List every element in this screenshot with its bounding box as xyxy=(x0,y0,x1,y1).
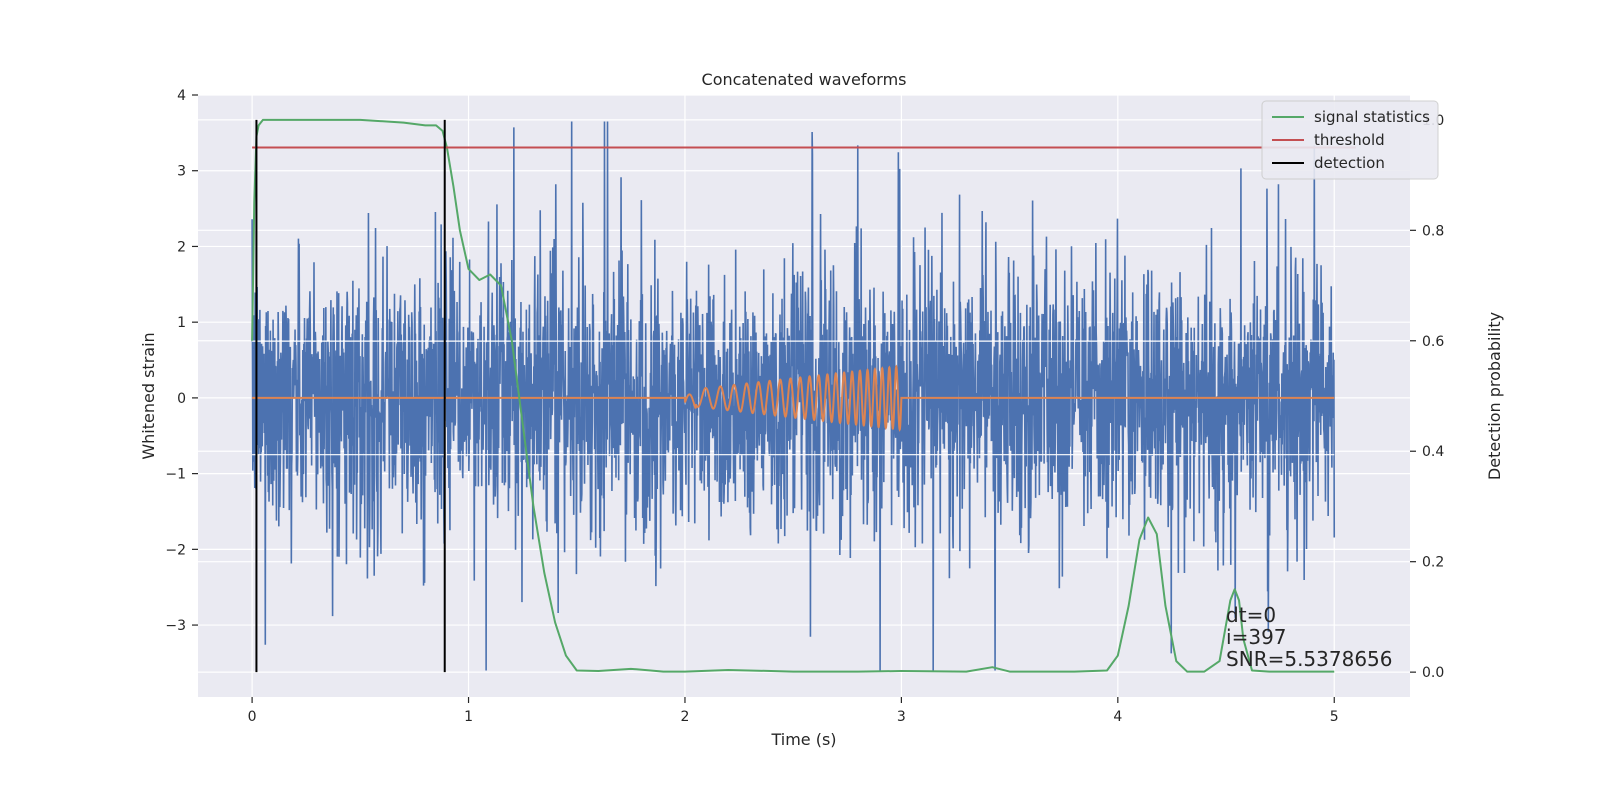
x-tick-label: 3 xyxy=(897,709,906,725)
legend-label: signal statistics xyxy=(1314,108,1430,126)
x-tick-label: 5 xyxy=(1330,709,1339,725)
x-axis-title: Time (s) xyxy=(770,730,836,749)
noise-trace xyxy=(251,121,1336,671)
y-tick-label: 3 xyxy=(177,164,186,180)
y-tick-label: 1 xyxy=(177,315,186,331)
y2-tick-label: 0.0 xyxy=(1422,665,1444,681)
annotation-text: i=397 xyxy=(1226,625,1287,649)
annotation-text: dt=0 xyxy=(1226,603,1276,627)
chart-title: Concatenated waveforms xyxy=(702,70,907,89)
x-tick-label: 1 xyxy=(464,709,473,725)
y-axis-title: Whitened strain xyxy=(139,332,158,459)
x-tick-label: 2 xyxy=(681,709,690,725)
legend-box xyxy=(1261,100,1439,180)
y-tick-label: 4 xyxy=(177,88,186,104)
plot-content xyxy=(251,118,1356,673)
y2-tick-label: 0.2 xyxy=(1422,555,1444,571)
annotation-text: SNR=5.5378656 xyxy=(1226,647,1392,671)
signal-statistics-line xyxy=(251,118,1335,673)
y2-tick-label: 0.8 xyxy=(1422,223,1444,239)
y-tick-label: 2 xyxy=(177,239,186,255)
legend-label: threshold xyxy=(1314,131,1385,149)
injected-signal-trace xyxy=(252,364,1335,432)
x-tick-label: 0 xyxy=(248,709,257,725)
y2-tick-label: 0.6 xyxy=(1422,334,1444,350)
y2-axis-title: Detection probability xyxy=(1485,312,1504,480)
y-tick-label: −3 xyxy=(165,618,186,634)
y-tick-label: 0 xyxy=(177,391,186,407)
x-tick-label: 4 xyxy=(1113,709,1122,725)
legend-label: detection xyxy=(1314,154,1385,172)
y-tick-label: −1 xyxy=(165,467,186,483)
y2-tick-label: 0.4 xyxy=(1422,444,1444,460)
y-tick-label: −2 xyxy=(165,542,186,558)
legend: signal statistics threshold detection xyxy=(1261,100,1439,180)
